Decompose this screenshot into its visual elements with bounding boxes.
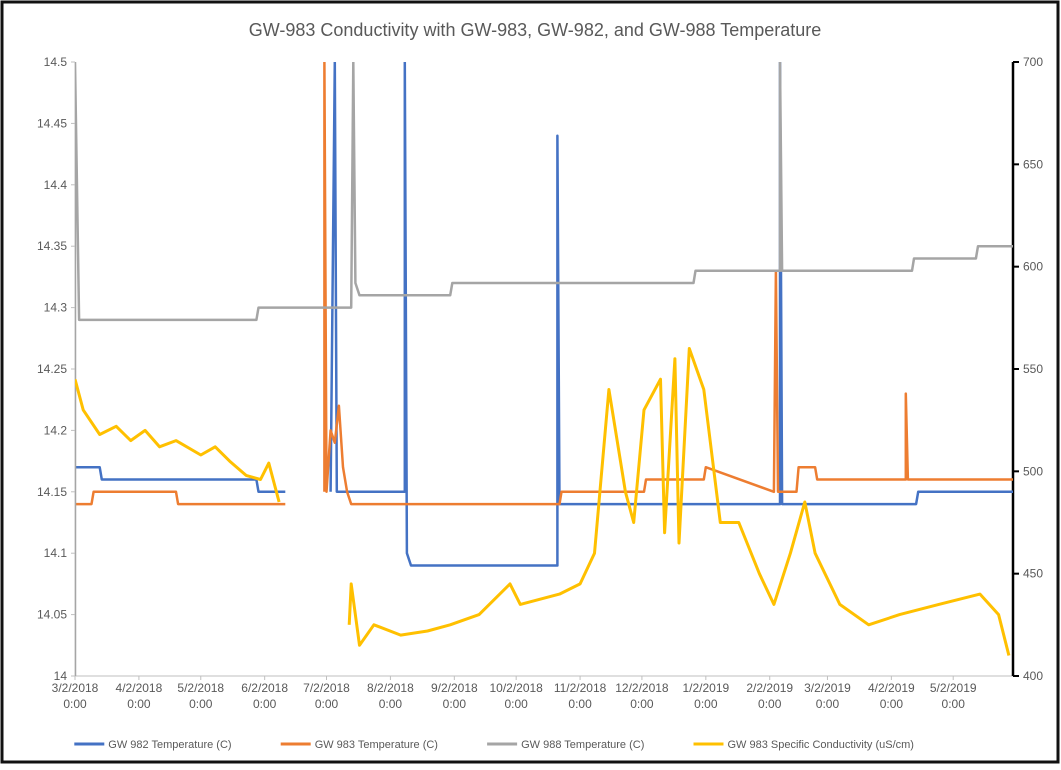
x-tick-label: 11/2/2018 0:00 <box>554 681 607 711</box>
legend-label: GW 982 Temperature (C) <box>108 739 231 751</box>
x-tick-label: 5/2/2019 0:00 <box>930 681 977 711</box>
x-tick-label: 7/2/2018 0:00 <box>303 681 350 711</box>
y-tick-label: 14.4 <box>44 178 68 192</box>
y-tick-label: 14.45 <box>37 116 67 130</box>
x-tick-label: 12/2/2018 0:00 <box>615 681 669 711</box>
series-line <box>75 347 1011 656</box>
y2-tick-label: 600 <box>1023 260 1043 274</box>
legend-label: GW 988 Temperature (C) <box>521 739 644 751</box>
y-tick-label: 14.5 <box>44 55 68 69</box>
x-tick-label: 4/2/2019 0:00 <box>868 681 915 711</box>
x-tick-label: 2/2/2019 0:00 <box>746 681 793 711</box>
y-tick-label: 14 <box>54 669 68 683</box>
x-tick-label: 3/2/2019 0:00 <box>804 681 851 711</box>
x-tick-label: 3/2/2018 0:00 <box>52 681 99 711</box>
x-tick-label: 6/2/2018 0:00 <box>241 681 288 711</box>
y2-tick-label: 450 <box>1023 567 1043 581</box>
y-tick-label: 14.2 <box>44 423 68 437</box>
x-tick-label: 1/2/2019 0:00 <box>682 681 729 711</box>
series-line <box>75 62 1013 506</box>
series-line <box>75 62 1013 567</box>
y-tick-label: 14.3 <box>44 301 68 315</box>
x-tick-label: 9/2/2018 0:00 <box>431 681 478 711</box>
x-tick-label: 8/2/2018 0:00 <box>367 681 414 711</box>
y2-tick-label: 500 <box>1023 464 1043 478</box>
y-tick-label: 14.25 <box>37 362 67 376</box>
legend-label: GW 983 Specific Conductivity (uS/cm) <box>728 739 914 751</box>
y-tick-label: 14.05 <box>37 608 67 622</box>
y2-tick-label: 700 <box>1023 55 1043 69</box>
y-tick-label: 14.1 <box>44 546 68 560</box>
chart-title: GW-983 Conductivity with GW-983, GW-982,… <box>249 20 822 40</box>
x-tick-label: 10/2/2018 0:00 <box>489 681 543 711</box>
legend-label: GW 983 Temperature (C) <box>315 739 438 751</box>
series-line <box>75 62 1013 676</box>
plot-area <box>75 62 1013 676</box>
x-tick-label: 5/2/2018 0:00 <box>177 681 224 711</box>
y-tick-label: 14.15 <box>37 485 67 499</box>
y2-tick-label: 400 <box>1023 669 1043 683</box>
x-tick-label: 4/2/2018 0:00 <box>116 681 163 711</box>
y-tick-label: 14.35 <box>37 239 67 253</box>
y2-tick-label: 650 <box>1023 157 1043 171</box>
y2-tick-label: 550 <box>1023 362 1043 376</box>
